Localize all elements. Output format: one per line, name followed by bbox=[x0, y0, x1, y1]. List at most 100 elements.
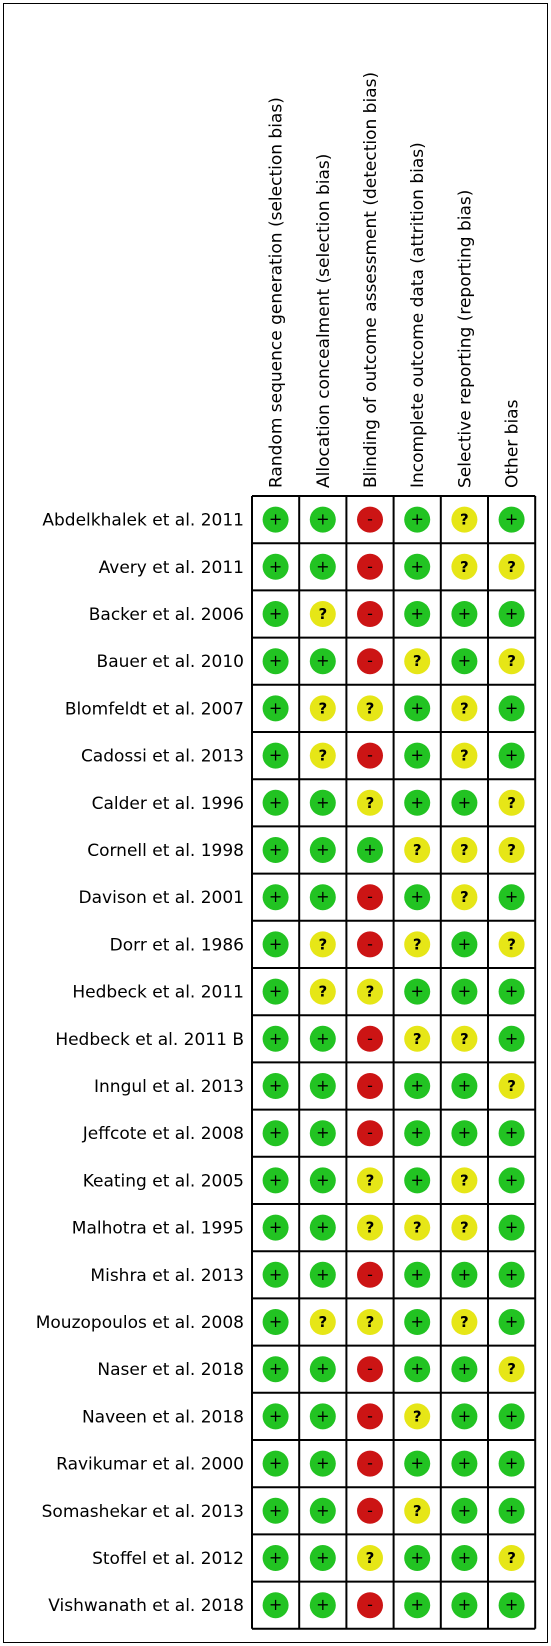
rating-symbol: + bbox=[505, 1595, 518, 1614]
rating-circle bbox=[357, 884, 383, 911]
rating-symbol: + bbox=[505, 1406, 518, 1425]
rating-symbol: + bbox=[269, 793, 282, 812]
rating-symbol: + bbox=[316, 1076, 329, 1095]
rating-circle bbox=[309, 1025, 336, 1052]
rating-symbol: + bbox=[269, 1029, 282, 1048]
study-label: Avery et al. 2011 bbox=[99, 558, 244, 578]
rating-symbol: + bbox=[269, 510, 282, 529]
rating-circle bbox=[309, 1214, 336, 1241]
rating-circle bbox=[498, 553, 525, 580]
rating-symbol: + bbox=[505, 1265, 518, 1284]
study-label: Hedbeck et al. 2011 B bbox=[55, 1030, 244, 1050]
rating-circle bbox=[498, 931, 525, 958]
rating-symbol: ? bbox=[507, 1549, 516, 1567]
column-header: Other bias bbox=[503, 399, 523, 488]
rating-symbol: - bbox=[367, 1265, 373, 1284]
rating-circle bbox=[357, 1214, 383, 1241]
rating-symbol: + bbox=[316, 1029, 329, 1048]
study-label: Vishwanath et al. 2018 bbox=[48, 1596, 244, 1616]
rating-circle bbox=[498, 1545, 525, 1571]
rating-symbol: + bbox=[410, 1076, 423, 1095]
rating-symbol: + bbox=[269, 840, 282, 859]
study-label: Inngul et al. 2013 bbox=[94, 1077, 244, 1097]
rating-symbol: + bbox=[505, 982, 518, 1001]
rating-circle bbox=[309, 1073, 336, 1099]
rating-circle bbox=[404, 1592, 431, 1619]
rating-circle bbox=[451, 1167, 478, 1194]
study-label: Ravikumar et al. 2000 bbox=[56, 1455, 244, 1475]
rating-circle bbox=[309, 601, 336, 627]
rating-symbol: ? bbox=[413, 652, 422, 670]
rating-symbol: + bbox=[410, 887, 423, 906]
rating-symbol: ? bbox=[460, 699, 469, 717]
rating-symbol: + bbox=[505, 1501, 518, 1520]
rating-circle bbox=[309, 648, 336, 675]
rating-symbol: ? bbox=[507, 558, 516, 576]
rating-symbol: ? bbox=[507, 935, 516, 953]
rating-circle bbox=[262, 884, 289, 911]
rating-symbol: + bbox=[269, 1548, 282, 1567]
rating-symbol: + bbox=[505, 887, 518, 906]
study-label: Mishra et al. 2013 bbox=[90, 1266, 244, 1286]
rating-circle bbox=[498, 742, 525, 769]
rating-circle bbox=[404, 978, 431, 1005]
rating-circle bbox=[498, 789, 525, 816]
rating-symbol: + bbox=[316, 1265, 329, 1284]
study-label: Bauer et al. 2010 bbox=[97, 652, 244, 672]
rating-circle bbox=[262, 1214, 289, 1241]
rating-circle bbox=[262, 789, 289, 816]
rating-circle bbox=[498, 1025, 525, 1052]
rating-circle bbox=[498, 978, 525, 1005]
rating-symbol: + bbox=[269, 557, 282, 576]
rating-circle bbox=[404, 1167, 431, 1194]
rating-circle bbox=[451, 884, 478, 911]
rating-symbol: ? bbox=[413, 1502, 422, 1520]
rating-symbol: ? bbox=[366, 1219, 375, 1237]
rating-symbol: + bbox=[316, 1595, 329, 1614]
study-label: Abdelkhalek et al. 2011 bbox=[42, 511, 244, 531]
rating-symbol: + bbox=[410, 1170, 423, 1189]
rating-circle bbox=[404, 1450, 431, 1477]
rating-symbol: + bbox=[316, 1170, 329, 1189]
rating-circle bbox=[262, 1167, 289, 1194]
rating-symbol: + bbox=[269, 1359, 282, 1378]
rating-circle bbox=[262, 553, 289, 580]
rating-symbol: + bbox=[316, 1548, 329, 1567]
rating-symbol: + bbox=[269, 1312, 282, 1331]
rating-circle bbox=[262, 1497, 289, 1524]
rating-circle bbox=[309, 1356, 336, 1383]
study-label: Somashekar et al. 2013 bbox=[42, 1502, 244, 1522]
figure-frame bbox=[3, 3, 548, 1643]
rating-symbol: + bbox=[316, 793, 329, 812]
rating-circle bbox=[451, 837, 478, 863]
rating-symbol: ? bbox=[318, 747, 327, 765]
rating-symbol: ? bbox=[460, 1030, 469, 1048]
rating-symbol: - bbox=[367, 510, 373, 529]
rating-symbol: ? bbox=[460, 558, 469, 576]
rating-circle bbox=[404, 789, 431, 816]
rating-circle bbox=[451, 648, 478, 675]
rating-circle bbox=[498, 506, 525, 533]
rating-circle bbox=[404, 931, 431, 958]
rating-symbol: + bbox=[269, 1595, 282, 1614]
rating-circle bbox=[262, 1356, 289, 1383]
rating-symbol: + bbox=[316, 1501, 329, 1520]
rating-symbol: + bbox=[505, 1454, 518, 1473]
rating-circle bbox=[357, 1403, 383, 1430]
rating-symbol: - bbox=[367, 1501, 373, 1520]
rating-symbol: + bbox=[269, 1123, 282, 1142]
rating-symbol: + bbox=[458, 1595, 471, 1614]
rating-circle bbox=[498, 695, 525, 722]
rating-symbol: ? bbox=[460, 1219, 469, 1237]
rating-circle bbox=[451, 1356, 478, 1383]
rating-symbol: + bbox=[269, 887, 282, 906]
rating-circle bbox=[309, 1120, 336, 1147]
rating-symbol: + bbox=[410, 510, 423, 529]
rating-symbol: ? bbox=[460, 747, 469, 765]
rating-circle bbox=[262, 1403, 289, 1430]
rating-circle bbox=[357, 1356, 383, 1383]
rating-circle bbox=[357, 553, 383, 580]
rating-circle bbox=[309, 742, 336, 769]
rating-circle bbox=[498, 1167, 525, 1194]
